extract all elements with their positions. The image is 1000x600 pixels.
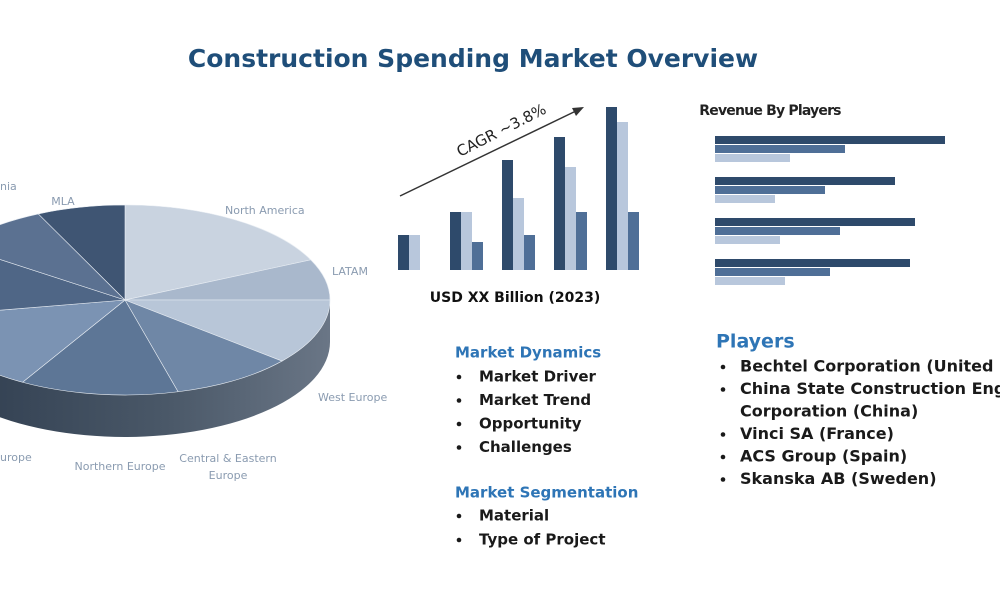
list-item: Type of Project — [479, 531, 606, 549]
revenue-bar — [715, 186, 825, 194]
growth-bar — [398, 235, 409, 270]
revenue-bar — [715, 268, 830, 276]
bullet — [720, 364, 726, 370]
revenue-bar — [715, 218, 915, 226]
list-item: Material — [479, 507, 549, 525]
growth-bar — [524, 235, 535, 270]
player-item: ACS Group (Spain) — [740, 447, 907, 466]
growth-bar — [450, 212, 461, 270]
list-item: Opportunity — [479, 415, 582, 433]
pie-label: LATAM — [332, 265, 368, 278]
revenue-bar — [715, 154, 790, 162]
bullet — [456, 398, 462, 403]
revenue-bar — [715, 259, 910, 267]
revenue-bar — [715, 236, 780, 244]
growth-bar — [461, 212, 472, 270]
pie-slice — [21, 299, 179, 396]
player-item: Corporation (China) — [740, 402, 918, 421]
section-heading: Market Dynamics — [455, 344, 601, 362]
growth-bar — [576, 212, 587, 270]
players-heading: Players — [716, 331, 795, 353]
growth-bar — [409, 235, 420, 270]
bullet — [456, 445, 462, 450]
growth-bar — [554, 137, 565, 270]
pie-label: Central & Eastern — [179, 452, 276, 465]
player-item: Vinci SA (France) — [740, 424, 894, 443]
arrow-head — [572, 107, 584, 116]
growth-bar — [617, 122, 628, 270]
pie-slice — [0, 213, 126, 301]
bullet — [456, 374, 462, 380]
pie-slice — [124, 204, 312, 301]
bullet — [456, 421, 462, 427]
growth-bar — [502, 160, 513, 270]
pie-slice — [0, 299, 126, 383]
bullet — [720, 454, 726, 460]
growth-bar — [513, 198, 524, 270]
bullet — [720, 432, 726, 437]
revenue-bar — [715, 227, 840, 235]
pie-label: urope — [0, 451, 32, 464]
pie-graphic: North America LATAM West Europe Central & E… — [0, 180, 387, 482]
bullet — [720, 387, 726, 392]
revenue-graphic — [715, 136, 945, 285]
bullet — [456, 513, 462, 519]
pie-slice — [124, 299, 283, 393]
growth-bar — [606, 107, 617, 270]
title: Construction Spending Market Overview — [188, 44, 758, 73]
bullet — [456, 537, 462, 543]
pie-label: Europe — [209, 469, 248, 482]
revenue-title: Revenue By Players — [699, 103, 841, 119]
revenue-bar — [715, 136, 945, 144]
growth-graphic — [398, 107, 639, 270]
pie-label: nia — [0, 180, 17, 193]
pie-label: MLA — [51, 195, 75, 208]
revenue-bar — [715, 177, 895, 185]
pie-slice — [0, 259, 126, 311]
pie-slice — [37, 204, 126, 301]
pie-label: North America — [225, 204, 305, 217]
growth-bar — [472, 242, 483, 270]
player-item: China State Construction Eng — [740, 379, 1000, 398]
section-heading: Market Segmentation — [455, 484, 638, 502]
list-item: Market Driver — [479, 368, 597, 386]
growth-bar — [628, 212, 639, 270]
player-item: Skanska AB (Sweden) — [740, 469, 937, 488]
pie-label: Northern Europe — [74, 460, 165, 473]
lists: Market Dynamics Market Driver Market Trend… — [455, 331, 1000, 549]
pie-side — [0, 300, 330, 437]
list-item: Challenges — [479, 438, 572, 456]
list-item: Market Trend — [479, 391, 591, 409]
pie-slice — [124, 299, 331, 362]
growth-bar — [565, 167, 576, 270]
growth-caption: USD XX Billion (2023) — [430, 290, 601, 306]
pie-label: West Europe — [318, 391, 387, 404]
revenue-bar — [715, 195, 775, 203]
bullet — [720, 477, 726, 482]
player-item: Bechtel Corporation (United S — [740, 357, 1000, 376]
cagr-arrow — [399, 109, 579, 197]
revenue-bar — [715, 277, 785, 285]
revenue-bar — [715, 145, 845, 153]
